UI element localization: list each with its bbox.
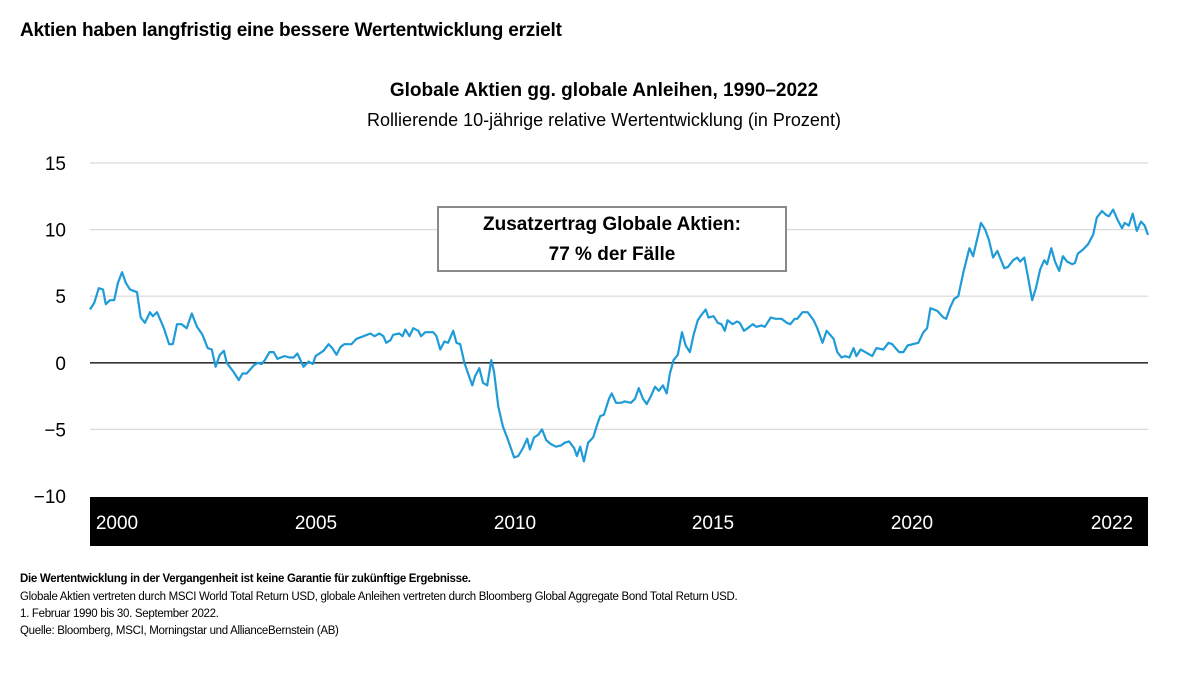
x-tick-label: 2020 <box>890 513 934 534</box>
y-axis-labels: 15 10 5 0 −5 −10 <box>34 154 66 508</box>
y-tick-label: −10 <box>34 487 66 508</box>
x-tick-label: 2022 <box>1090 513 1134 534</box>
gridlines <box>90 162 1148 430</box>
x-axis-band <box>90 497 1148 546</box>
y-tick-label: 5 <box>55 287 66 308</box>
chart-subtitle: Rollierende 10-jährige relative Wertentw… <box>367 110 841 130</box>
series-line <box>89 208 1150 463</box>
page-title: Aktien haben langfristig eine bessere We… <box>20 20 562 41</box>
annotation-box: Zusatzertrag Globale Aktien: 77 % der Fä… <box>437 206 787 272</box>
y-tick-label: 0 <box>55 354 66 375</box>
x-tick-label: 2000 <box>95 513 139 534</box>
annotation-line-2: 77 % der Fälle <box>548 244 676 265</box>
disclaimer: Die Wertentwicklung in der Vergangenheit… <box>20 573 471 585</box>
y-tick-label: 10 <box>45 221 66 242</box>
x-tick-label: 2010 <box>493 513 537 534</box>
data-series <box>89 208 1150 463</box>
footnote-source: Quelle: Bloomberg, MSCI, Morningstar und… <box>20 625 339 637</box>
footnote-indices: Globale Aktien vertreten durch MSCI Worl… <box>20 591 738 603</box>
y-tick-label: −5 <box>44 420 66 441</box>
annotation-line-1: Zusatzertrag Globale Aktien: <box>483 214 741 235</box>
chart-title: Globale Aktien gg. globale Anleihen, 199… <box>389 80 819 101</box>
x-tick-label: 2015 <box>691 513 735 534</box>
footnote-period: 1. Februar 1990 bis 30. September 2022. <box>20 608 219 620</box>
x-tick-label: 2005 <box>294 513 338 534</box>
y-tick-label: 15 <box>45 154 66 175</box>
